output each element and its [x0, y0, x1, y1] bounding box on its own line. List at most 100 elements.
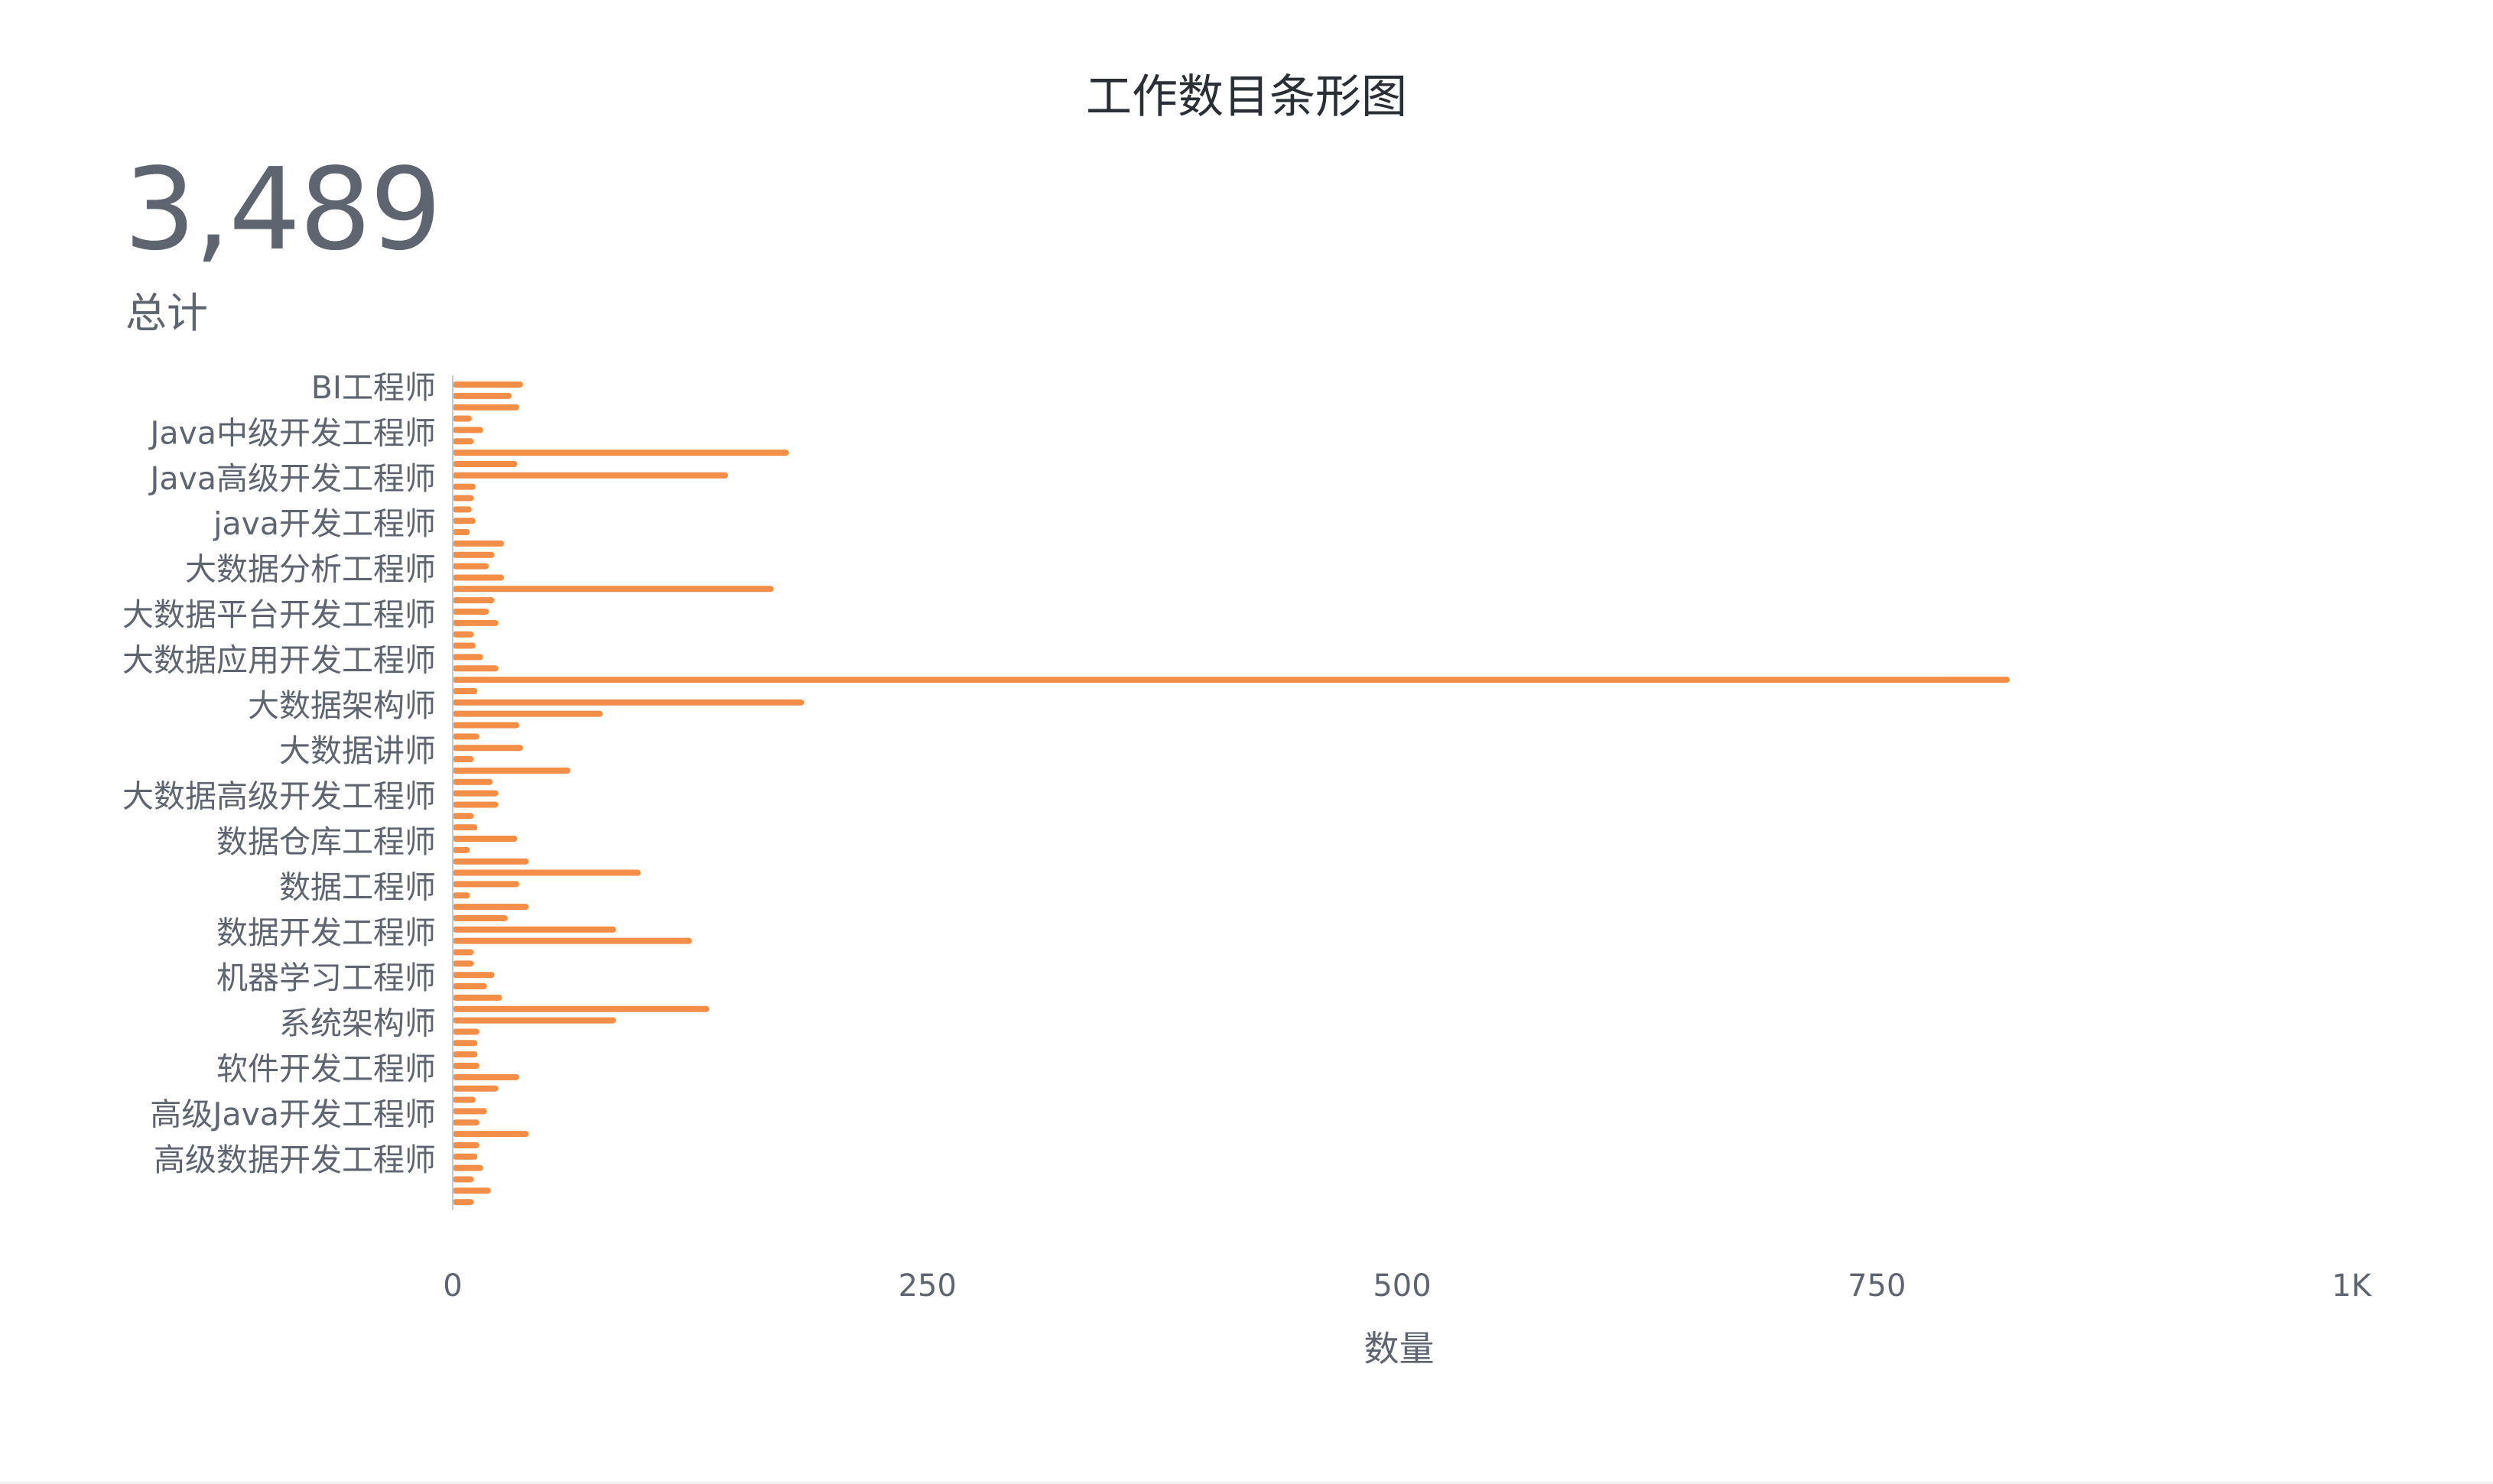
category-label: 大数据高级开发工程师	[122, 778, 436, 815]
bar[interactable]	[453, 586, 774, 593]
category-label: 机器学习工程师	[216, 960, 436, 996]
bar[interactable]	[453, 824, 478, 831]
bar[interactable]	[453, 983, 487, 990]
bar[interactable]	[453, 642, 476, 649]
bar[interactable]	[453, 767, 570, 774]
x-tick-label: 0	[443, 1268, 462, 1304]
bar[interactable]	[453, 1119, 479, 1126]
bar[interactable]	[453, 1028, 479, 1035]
bar[interactable]	[453, 801, 499, 808]
bar[interactable]	[453, 937, 692, 944]
bar[interactable]	[453, 460, 518, 467]
bar[interactable]	[453, 699, 804, 706]
bar[interactable]	[453, 483, 476, 490]
bar[interactable]	[453, 563, 489, 570]
bar[interactable]	[453, 472, 729, 479]
bar[interactable]	[453, 846, 470, 853]
bar[interactable]	[453, 540, 505, 547]
bar[interactable]	[453, 450, 789, 456]
bar[interactable]	[453, 881, 519, 888]
bar[interactable]	[453, 597, 495, 604]
x-tick-label: 750	[1848, 1268, 1906, 1304]
bar[interactable]	[453, 1176, 474, 1183]
bar[interactable]	[453, 404, 519, 411]
bar[interactable]	[453, 518, 476, 524]
bar[interactable]	[453, 574, 505, 581]
bar[interactable]	[453, 1096, 476, 1103]
bottom-divider	[0, 1482, 2493, 1484]
category-label: Java高级开发工程师	[148, 460, 436, 497]
bar[interactable]	[453, 778, 493, 785]
bar[interactable]	[453, 665, 499, 672]
bar[interactable]	[453, 722, 519, 729]
bar[interactable]	[453, 1073, 519, 1080]
bar[interactable]	[453, 1051, 478, 1058]
category-label: 数据仓库工程师	[216, 823, 436, 860]
bar[interactable]	[453, 836, 518, 842]
bar[interactable]	[453, 892, 470, 899]
bar[interactable]	[453, 495, 474, 502]
bar[interactable]	[453, 858, 529, 865]
bar[interactable]	[453, 914, 509, 921]
bar[interactable]	[453, 949, 474, 956]
bar[interactable]	[453, 415, 472, 422]
bar[interactable]	[453, 960, 474, 967]
bar[interactable]	[453, 1141, 479, 1148]
bar[interactable]	[453, 438, 474, 445]
category-label: 大数据讲师	[279, 732, 436, 769]
category-label: 系统架构师	[279, 1005, 436, 1042]
category-label: BI工程师	[311, 369, 436, 406]
bar[interactable]	[453, 972, 495, 979]
x-tick-label: 1K	[2332, 1268, 2372, 1304]
bar[interactable]	[453, 1187, 491, 1194]
bar[interactable]	[453, 631, 474, 638]
x-tick-label: 250	[899, 1268, 957, 1304]
bar[interactable]	[453, 733, 479, 740]
bar[interactable]	[453, 677, 2010, 684]
bar[interactable]	[453, 427, 483, 434]
bar[interactable]	[453, 756, 474, 763]
bar[interactable]	[453, 790, 499, 797]
bar[interactable]	[453, 529, 470, 536]
bar[interactable]	[453, 1108, 487, 1115]
bar[interactable]	[453, 1040, 478, 1047]
category-label: java开发工程师	[213, 505, 436, 542]
bar[interactable]	[453, 687, 478, 694]
bar[interactable]	[453, 813, 474, 820]
bar[interactable]	[453, 926, 616, 933]
category-labels-group: BI工程师 Java中级开发工程师 Java高级开发工程师 java开发工程师大数据分…	[122, 369, 436, 1178]
bar[interactable]	[453, 994, 502, 1001]
kpi-total-label: 总计	[125, 289, 208, 337]
bar[interactable]	[453, 1153, 478, 1160]
category-label: 高级Java开发工程师	[150, 1096, 436, 1132]
bar[interactable]	[453, 1017, 616, 1024]
bar[interactable]	[453, 1085, 499, 1092]
bar[interactable]	[453, 609, 489, 615]
bar[interactable]	[453, 1131, 529, 1138]
category-label: 大数据应用开发工程师	[122, 641, 436, 678]
category-label: 大数据分析工程师	[185, 551, 436, 588]
bar[interactable]	[453, 1199, 474, 1206]
bar[interactable]	[453, 382, 523, 388]
chart-title: 工作数目条形图	[1086, 70, 1407, 124]
category-label: 大数据平台开发工程师	[122, 596, 436, 633]
category-label: Java中级开发工程师	[148, 414, 436, 451]
bar[interactable]	[453, 654, 483, 661]
category-label: 数据开发工程师	[216, 914, 436, 951]
bar[interactable]	[453, 1164, 483, 1171]
bar[interactable]	[453, 869, 641, 876]
bar[interactable]	[453, 392, 512, 399]
bar[interactable]	[453, 904, 529, 911]
bar[interactable]	[453, 1063, 479, 1069]
bar[interactable]	[453, 1005, 710, 1012]
bar[interactable]	[453, 619, 499, 626]
kpi-total-value: 3,489	[124, 144, 442, 275]
x-tick-label: 500	[1373, 1268, 1431, 1304]
x-axis-title: 数量	[1364, 1328, 1435, 1369]
bar[interactable]	[453, 506, 472, 513]
bar[interactable]	[453, 551, 495, 558]
x-tick-labels-group: 0 250 500 750 1K	[443, 1268, 2372, 1304]
bar[interactable]	[453, 710, 603, 717]
bar[interactable]	[453, 745, 523, 752]
